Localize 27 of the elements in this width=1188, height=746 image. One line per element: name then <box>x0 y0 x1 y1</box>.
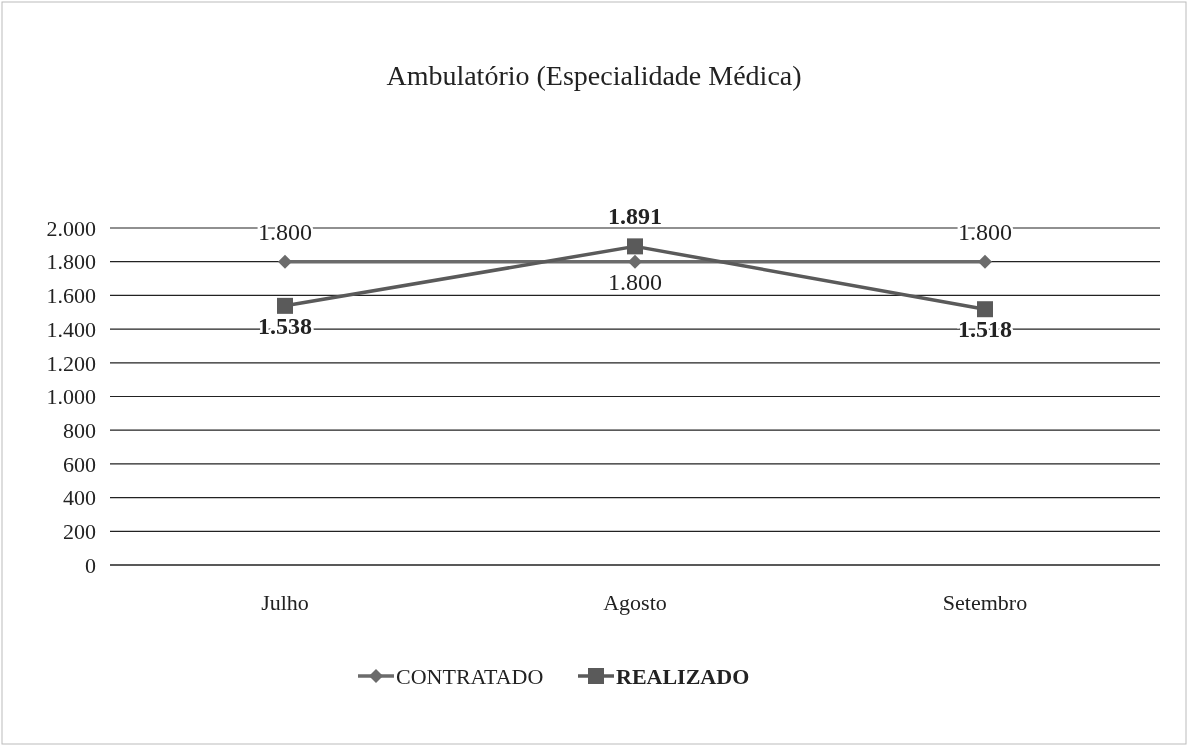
data-label: 1.800 <box>608 268 662 295</box>
data-label: 1.891 <box>608 203 662 230</box>
point <box>278 254 292 269</box>
y-tick-label: 1.400 <box>46 316 96 342</box>
y-tick-label: 2.000 <box>46 215 96 241</box>
x-tick-label: Setembro <box>942 590 1028 615</box>
legend-label: REALIZADO <box>616 664 750 689</box>
x-tick-label: Agosto <box>603 590 667 615</box>
point <box>627 238 643 255</box>
data-label: 1.800 <box>258 218 312 245</box>
y-tick-label: 400 <box>63 485 96 511</box>
y-tick-label: 1.200 <box>46 350 96 376</box>
x-tick-label: Julho <box>261 590 309 615</box>
y-tick-label: 1.600 <box>46 283 96 309</box>
y-tick-label: 200 <box>63 519 96 544</box>
chart-title: Ambulatório (Especialidade Médica) <box>386 60 802 91</box>
point <box>978 254 992 269</box>
point <box>977 301 993 318</box>
point <box>628 254 642 269</box>
y-tick-label: 1.000 <box>46 384 96 410</box>
y-tick-label: 1.800 <box>46 249 96 275</box>
legend-label: CONTRATADO <box>396 664 544 689</box>
y-tick-label: 600 <box>63 451 96 477</box>
point <box>277 297 293 314</box>
y-tick-label: 800 <box>63 417 96 443</box>
y-tick-label: 0 <box>85 552 96 578</box>
data-label: 1.800 <box>958 218 1012 245</box>
